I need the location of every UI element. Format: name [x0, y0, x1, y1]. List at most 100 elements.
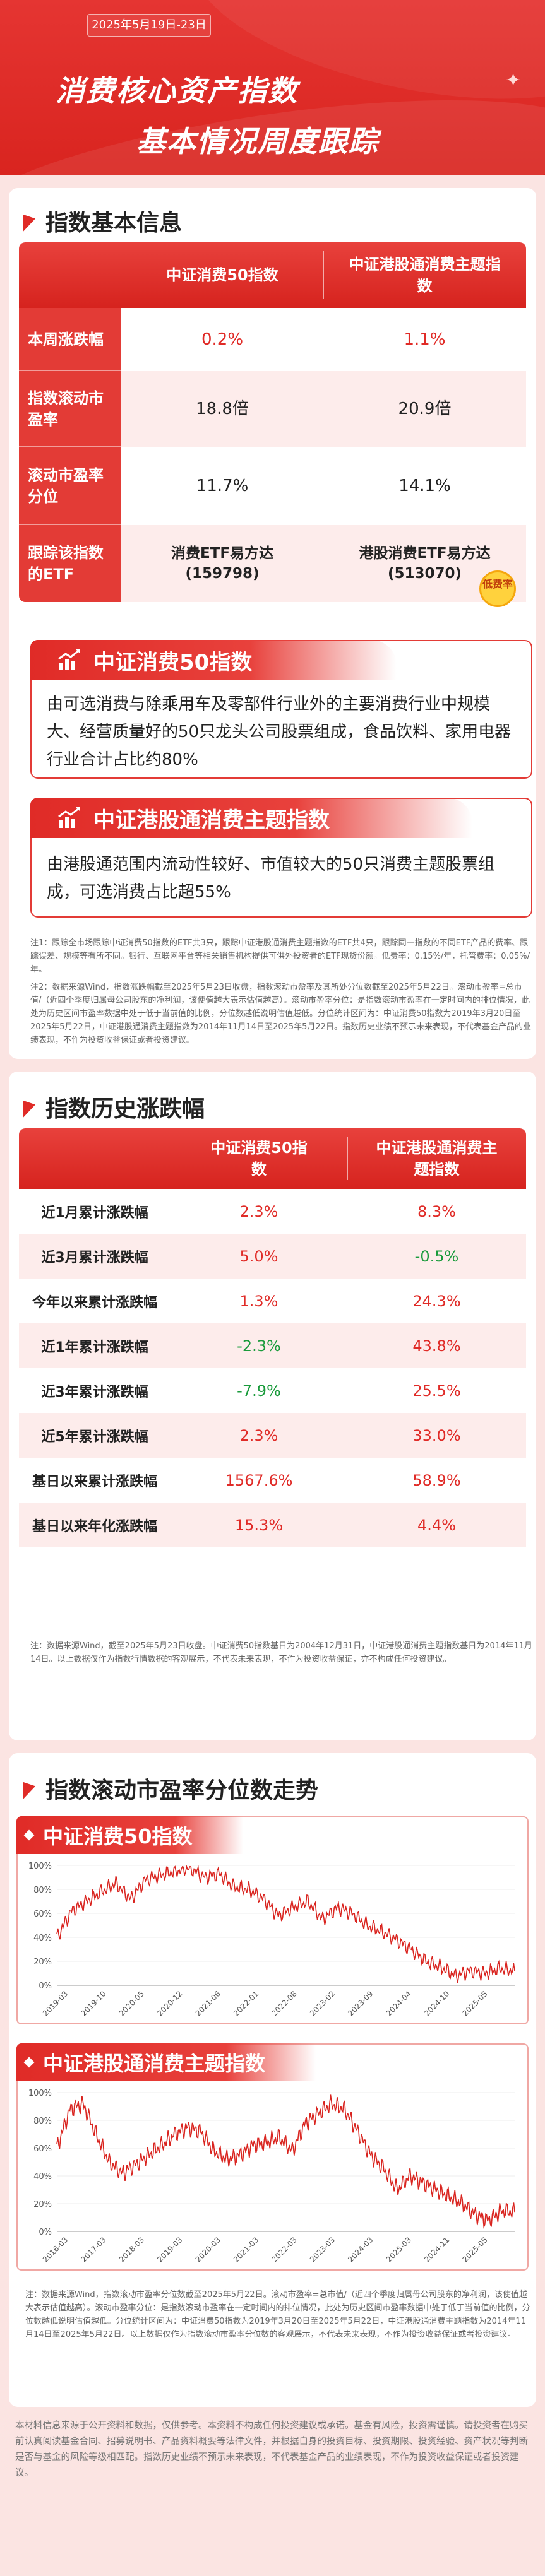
table-cell: 14.1%: [398, 476, 451, 495]
x-tick-label: 2020-05: [117, 1989, 146, 2018]
section-header: 指数历史涨跌幅: [23, 1090, 205, 1123]
x-tick-label: 2025-05: [460, 1989, 489, 2018]
row-bg: [121, 525, 526, 602]
index-card-title: 中证消费50指数: [93, 649, 253, 675]
row-label: 跟踪该指数的ETF: [19, 525, 121, 602]
footnote: 注1：跟踪全市场跟踪中证消费50指数的ETF共3只，跟踪中证港股通消费主题指数的…: [30, 938, 530, 974]
x-tick-label: 2021-03: [232, 2235, 260, 2264]
chart-consumer50: 中证消费50指数 0% 20% 40% 60% 80% 100% 2019-03 2019-1…: [16, 1816, 529, 2024]
section-title: 指数滚动市盈率分位数走势: [45, 1778, 319, 1804]
section-header: 指数基本信息: [23, 204, 182, 237]
value-consumer50: 15.3%: [234, 1516, 284, 1534]
section-marker-icon: [23, 1096, 35, 1118]
x-tick-label: 2025-03: [385, 2235, 413, 2264]
section-marker-icon: [23, 1777, 35, 1800]
column-header: 中证港股通消费主题指数: [349, 256, 501, 295]
row-label: 近5年累计涨跌幅: [41, 1429, 148, 1445]
index-card-consumer50: 中证消费50指数 由可选消费与除乘用车及零部件行业外的主要消费行业中规模大、经营…: [30, 640, 532, 779]
table-row: 近3年累计涨跌幅 -7.9% 25.5%: [19, 1368, 526, 1413]
pe-trend-card: 指数滚动市盈率分位数走势 中证消费50指数 0% 20% 40% 60% 80% 100%…: [9, 1753, 536, 2407]
chart-title: 中证消费50指数: [16, 1816, 243, 1854]
row-label: 本周涨跌幅: [19, 308, 121, 371]
y-tick-label: 60%: [33, 2144, 52, 2154]
value-hk-consumer: 4.4%: [417, 1516, 456, 1534]
chart-trend-icon: [58, 649, 80, 670]
footnote: 注：数据来源Wind，截至2025年5月23日收盘。中证消费50指数基日为200…: [30, 1641, 532, 1664]
x-tick-label: 2025-05: [460, 2235, 489, 2264]
header-banner: 2025年5月19日-23日 消费核心资产指数 基本情况周度跟踪 ✦: [0, 0, 545, 175]
value-consumer50: 1567.6%: [225, 1471, 293, 1489]
row-label: 近3月累计涨跌幅: [41, 1250, 148, 1266]
y-tick-label: 80%: [33, 1886, 52, 1895]
x-tick-label: 2024-11: [422, 2235, 451, 2264]
index-card-description: 由可选消费与除乘用车及零部件行业外的主要消费行业中规模大、经营质量好的50只龙头…: [47, 695, 512, 769]
index-card-title: 中证港股通消费主题指数: [93, 807, 330, 833]
table-cell: 1.1%: [404, 330, 446, 349]
disclaimer: 本材料信息来源于公开资料和数据，仅供参考。本资料不构成任何投资建议或承诺。基金有…: [15, 2421, 528, 2478]
section-marker-icon: [23, 210, 35, 232]
table-row: 近1年累计涨跌幅 -2.3% 43.8%: [19, 1323, 526, 1368]
section-header: 指数滚动市盈率分位数走势: [23, 1772, 318, 1805]
table-header: 中证消费50指数 中证港股通消费主题指数: [19, 242, 526, 308]
column-divider: [347, 1137, 348, 1180]
x-tick-label: 2023-03: [308, 2235, 337, 2264]
chart-hk-consumer: 中证港股通消费主题指数 0% 20% 40% 60% 80% 100% 2016-03 201…: [16, 2043, 529, 2271]
x-tick-label: 2023-02: [308, 1989, 337, 2018]
chart-trend-icon: [58, 806, 80, 828]
value-hk-consumer: 43.8%: [412, 1337, 461, 1355]
history-card: 指数历史涨跌幅 中证消费50指数 中证港股通消费主题指数 近1月累计涨跌幅 2.3…: [9, 1072, 536, 1740]
table-row: 基日以来年化涨跌幅 15.3% 4.4%: [19, 1503, 526, 1547]
row-label: 近1月累计涨跌幅: [41, 1205, 148, 1221]
y-tick-label: 20%: [33, 1958, 52, 1967]
page-title-line2: 基本情况周度跟踪: [136, 124, 379, 158]
table-cell: 11.7%: [196, 476, 249, 495]
table-row: 基日以来累计涨跌幅 1567.6% 58.9%: [19, 1458, 526, 1503]
etf-cell[interactable]: 消费ETF易方达 (159798): [171, 545, 274, 582]
value-hk-consumer: 33.0%: [412, 1426, 461, 1445]
table-row: 近1月累计涨跌幅 2.3% 8.3%: [19, 1189, 526, 1234]
column-header: 中证消费50指数: [210, 1139, 308, 1178]
x-tick-label: 2019-03: [155, 2235, 184, 2264]
row-label: 基日以来年化涨跌幅: [32, 1518, 157, 1535]
table-row: 今年以来累计涨跌幅 1.3% 24.3%: [19, 1279, 526, 1323]
table-cell: 0.2%: [201, 330, 244, 349]
value-consumer50: 1.3%: [239, 1292, 278, 1310]
value-consumer50: 5.0%: [239, 1247, 278, 1265]
row-label: 近3年累计涨跌幅: [41, 1384, 148, 1400]
x-tick-label: 2018-03: [117, 2235, 146, 2264]
table-cell: 20.9倍: [398, 399, 452, 418]
column-divider: [323, 251, 324, 299]
etf-cell[interactable]: 港股消费ETF易方达 (513070): [359, 545, 491, 582]
table-row: 近5年累计涨跌幅 2.3% 33.0%: [19, 1413, 526, 1458]
row-label: 今年以来累计涨跌幅: [32, 1294, 157, 1311]
x-tick-label: 2024-10: [422, 1989, 451, 2018]
date-range: 2025年5月19日-23日: [87, 14, 211, 37]
y-tick-label: 100%: [28, 1862, 52, 1871]
column-header: 中证消费50指数: [166, 266, 278, 284]
series-line: [56, 2094, 515, 2229]
footnote: 注：数据来源Wind，指数滚动市盈率分位数截至2025年5月22日。滚动市盈率=…: [25, 2290, 530, 2339]
section-title: 指数历史涨跌幅: [45, 1096, 205, 1122]
basic-info-card: 指数基本信息 中证消费50指数 中证港股通消费主题指数 本周涨跌幅 指数滚动市盈…: [9, 188, 536, 1059]
value-hk-consumer: 8.3%: [417, 1202, 456, 1220]
footnote: 注2：数据来源Wind，指数涨跌幅截至2025年5月23日收盘，指数滚动市盈率及…: [30, 983, 531, 1045]
y-tick-label: 0%: [39, 1982, 52, 1991]
row-label: 近1年累计涨跌幅: [41, 1339, 148, 1356]
y-tick-label: 60%: [33, 1910, 52, 1919]
x-tick-label: 2019-10: [79, 1989, 107, 2018]
badge-label: 低费率: [482, 578, 513, 590]
x-tick-label: 2022-03: [270, 2235, 298, 2264]
index-card-banner: 中证港股通消费主题指数: [30, 798, 472, 838]
x-tick-label: 2023-09: [346, 1989, 374, 2018]
index-card-banner: 中证消费50指数: [30, 640, 397, 680]
pe-percentile-chart: 0% 20% 40% 60% 80% 100% 2016-03 2017-03 2018-03 2…: [28, 2089, 515, 2264]
x-tick-label: 2022-08: [270, 1989, 298, 2018]
column-header: 中证港股通消费主题指数: [376, 1139, 498, 1178]
x-tick-label: 2024-03: [346, 2235, 374, 2264]
y-tick-label: 100%: [28, 2089, 52, 2098]
y-tick-label: 40%: [33, 2172, 52, 2182]
row-label: 基日以来累计涨跌幅: [32, 1474, 157, 1490]
y-tick-label: 40%: [33, 1934, 52, 1943]
value-consumer50: 2.3%: [239, 1426, 278, 1445]
